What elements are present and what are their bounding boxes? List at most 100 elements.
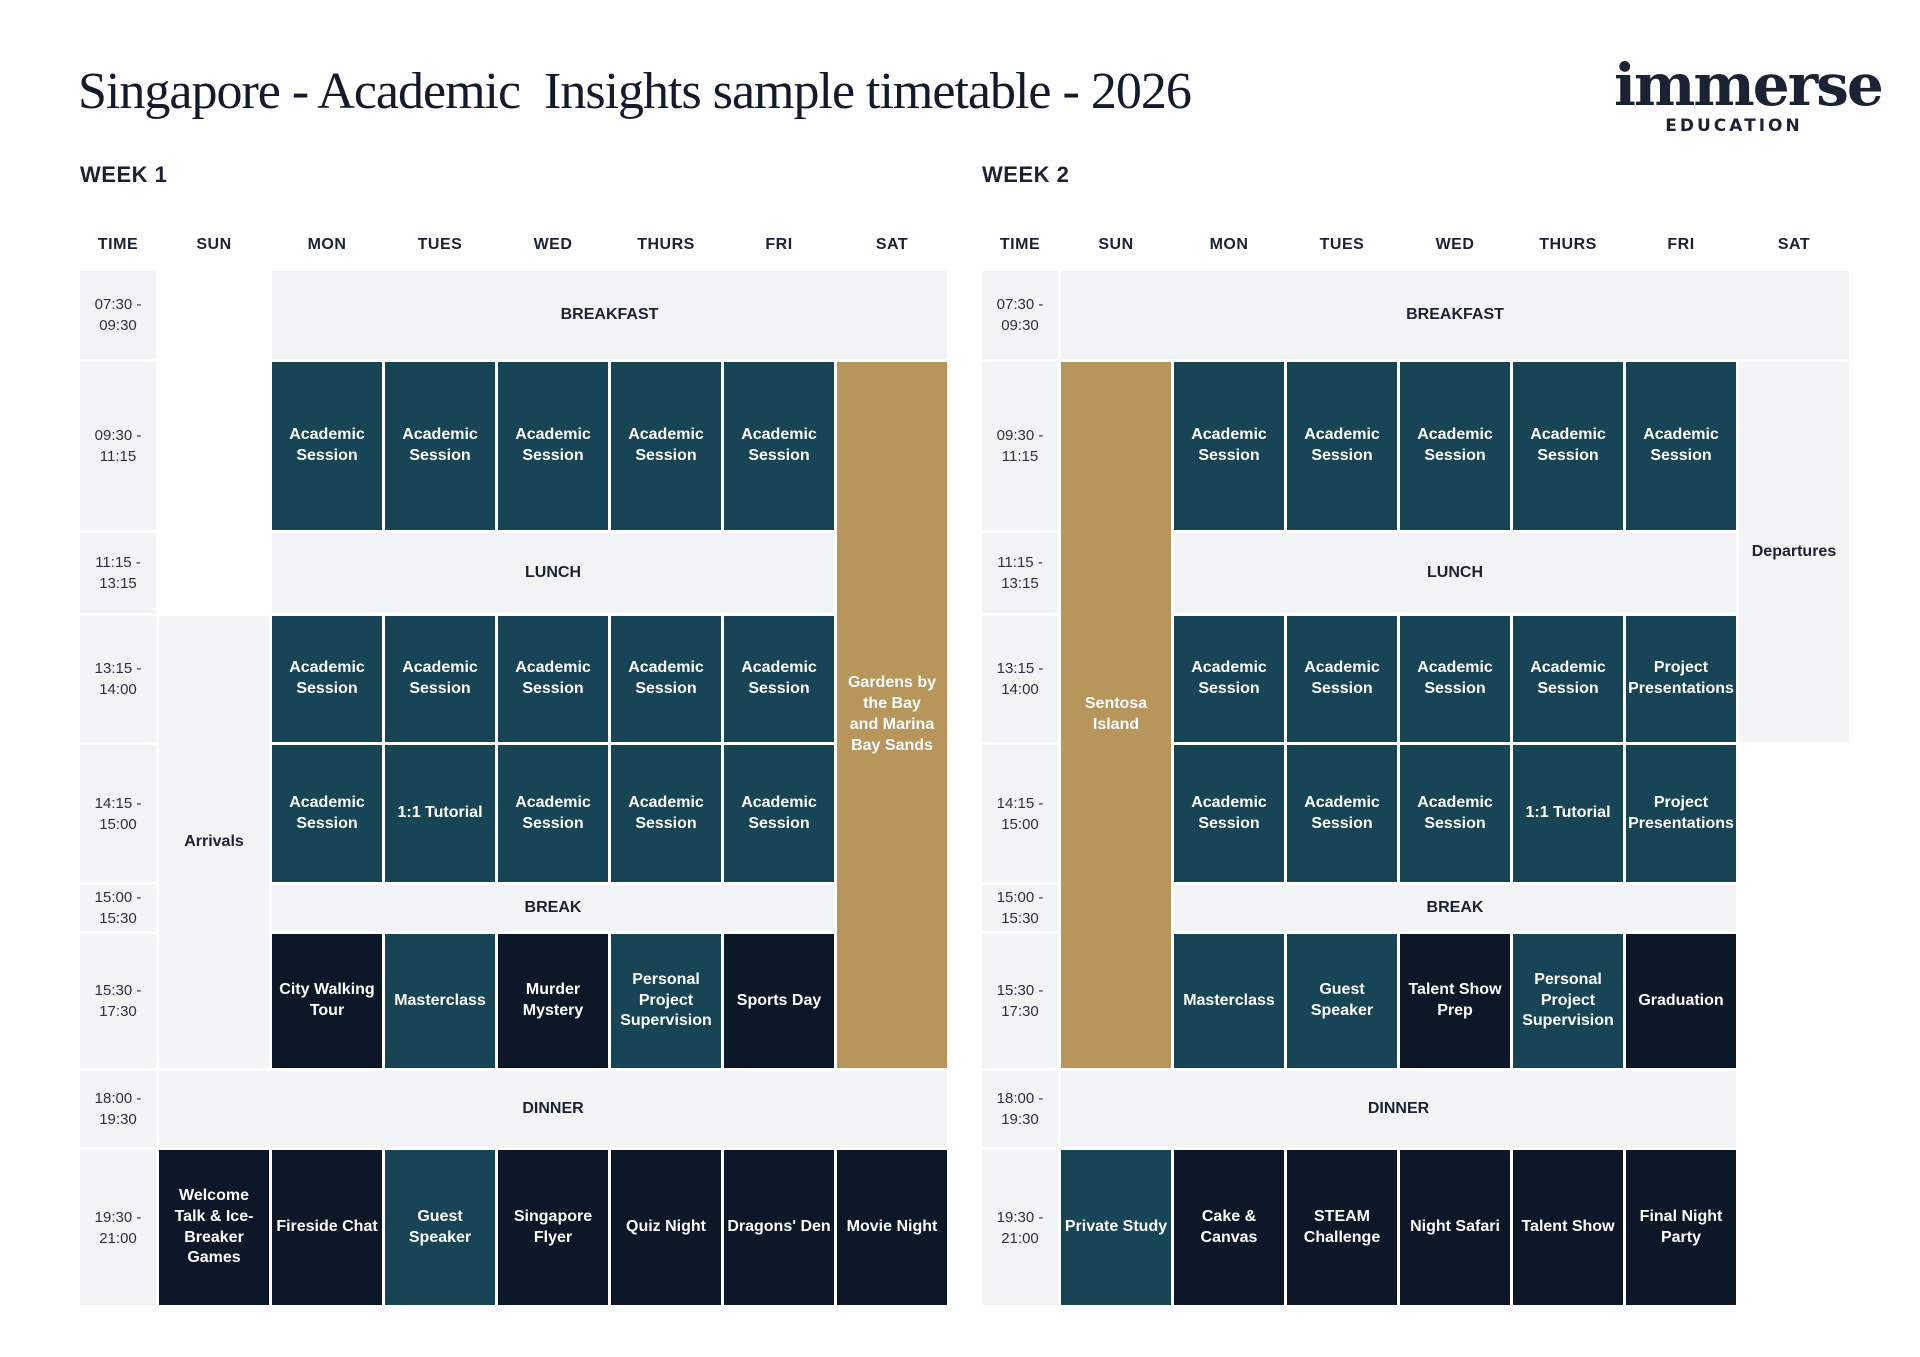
header-sat: SAT: [875, 236, 909, 253]
session-cell: Academic Session: [724, 745, 834, 882]
session-cell: Academic Session: [611, 362, 721, 530]
lunch-block: LUNCH: [1174, 533, 1736, 613]
session-cell: Academic Session: [1174, 745, 1284, 882]
week1-timetable: TIME SUN MON TUES WED THURS FRI SAT 07:3…: [80, 222, 947, 1305]
session-cell: Academic Session: [1287, 745, 1397, 882]
time-slot: 19:30 - 21:00: [80, 1150, 156, 1305]
session-cell: Academic Session: [724, 616, 834, 742]
breakfast-block: BREAKFAST: [272, 271, 947, 359]
time-slot: 15:30 - 17:30: [80, 934, 156, 1068]
session-cell: Academic Session: [1400, 362, 1510, 530]
header-fri: FRI: [1667, 236, 1695, 253]
logo-wordmark: immerse: [1614, 51, 1884, 119]
evening-cell: Guest Speaker: [385, 1150, 495, 1305]
dinner-block: DINNER: [159, 1071, 947, 1147]
session-cell: Academic Session: [1400, 616, 1510, 742]
header-time: TIME: [999, 236, 1041, 253]
header-mon: MON: [1209, 236, 1249, 253]
header-wed: WED: [533, 236, 573, 253]
session-cell: Academic Session: [1174, 616, 1284, 742]
header-sun: SUN: [1098, 236, 1134, 253]
header-sun: SUN: [196, 236, 232, 253]
departures-block: Departures: [1739, 362, 1849, 742]
time-slot: 18:00 - 19:30: [80, 1071, 156, 1147]
logo-subtitle: EDUCATION: [1665, 116, 1803, 136]
activity-cell: Sports Day: [724, 934, 834, 1068]
session-cell: Academic Session: [724, 362, 834, 530]
time-slot: 09:30 - 11:15: [982, 362, 1058, 530]
session-cell: Academic Session: [611, 616, 721, 742]
evening-cell: STEAM Challenge: [1287, 1150, 1397, 1305]
activity-cell: Guest Speaker: [1287, 934, 1397, 1068]
evening-cell: Talent Show: [1513, 1150, 1623, 1305]
week1-label: WEEK 1: [80, 162, 168, 187]
session-cell: Academic Session: [1287, 362, 1397, 530]
time-slot: 14:15 - 15:00: [982, 745, 1058, 882]
evening-cell: Fireside Chat: [272, 1150, 382, 1305]
time-slot: 09:30 - 11:15: [80, 362, 156, 530]
brand-logo: immerse EDUCATION: [1614, 51, 1884, 136]
evening-cell: Movie Night: [837, 1150, 947, 1305]
time-slot: 14:15 - 15:00: [80, 745, 156, 882]
session-cell: Academic Session: [1513, 362, 1623, 530]
activity-cell: Graduation: [1626, 934, 1736, 1068]
session-cell: Academic Session: [385, 362, 495, 530]
header-thurs: THURS: [637, 236, 695, 253]
session-cell: Academic Session: [611, 745, 721, 882]
evening-cell: Cake & Canvas: [1174, 1150, 1284, 1305]
break-block: BREAK: [1174, 885, 1736, 931]
activity-cell: Masterclass: [385, 934, 495, 1068]
breakfast-block: BREAKFAST: [1061, 271, 1849, 359]
activity-cell: Personal Project Supervision: [1513, 934, 1623, 1068]
time-slot: 19:30 - 21:00: [982, 1150, 1058, 1305]
time-slot: 15:00 - 15:30: [982, 885, 1058, 931]
session-cell: Project Presentations: [1626, 745, 1736, 882]
session-cell: Academic Session: [498, 745, 608, 882]
evening-cell: Welcome Talk & Ice-Breaker Games: [159, 1150, 269, 1305]
session-cell: Academic Session: [1174, 362, 1284, 530]
session-cell: Academic Session: [1400, 745, 1510, 882]
evening-cell: Dragons' Den: [724, 1150, 834, 1305]
session-cell: Academic Session: [1287, 616, 1397, 742]
time-slot: 07:30 - 09:30: [982, 271, 1058, 359]
excursion-block: Sentosa Island: [1061, 362, 1171, 1068]
evening-cell: Quiz Night: [611, 1150, 721, 1305]
header-time: TIME: [97, 236, 139, 253]
header-thurs: THURS: [1539, 236, 1597, 253]
time-slot: 13:15 - 14:00: [80, 616, 156, 742]
session-cell: 1:1 Tutorial: [1513, 745, 1623, 882]
excursion-block: Gardens by the Bay and Marina Bay Sands: [837, 362, 947, 1068]
activity-cell: Talent Show Prep: [1400, 934, 1510, 1068]
evening-cell: Singapore Flyer: [498, 1150, 608, 1305]
time-slot: 15:00 - 15:30: [80, 885, 156, 931]
dinner-block: DINNER: [1061, 1071, 1736, 1147]
session-cell: 1:1 Tutorial: [385, 745, 495, 882]
activity-cell: City Walking Tour: [272, 934, 382, 1068]
time-slot: 18:00 - 19:30: [982, 1071, 1058, 1147]
header-wed: WED: [1435, 236, 1475, 253]
page-title: Singapore - Academic Insights sample tim…: [78, 63, 1192, 120]
header-sat: SAT: [1777, 236, 1811, 253]
header-mon: MON: [307, 236, 347, 253]
session-cell: Academic Session: [272, 745, 382, 882]
break-block: BREAK: [272, 885, 834, 931]
time-slot: 07:30 - 09:30: [80, 271, 156, 359]
week2-timetable: TIME SUN MON TUES WED THURS FRI SAT 07:3…: [982, 222, 1849, 1305]
time-slot: 15:30 - 17:30: [982, 934, 1058, 1068]
activity-cell: Personal Project Supervision: [611, 934, 721, 1068]
header-fri: FRI: [765, 236, 793, 253]
header-tues: TUES: [417, 236, 463, 253]
evening-cell: Night Safari: [1400, 1150, 1510, 1305]
session-cell: Academic Session: [498, 616, 608, 742]
session-cell: Academic Session: [1513, 616, 1623, 742]
session-cell: Academic Session: [498, 362, 608, 530]
time-slot: 11:15 - 13:15: [80, 533, 156, 613]
arrivals-block: Arrivals: [159, 616, 269, 1068]
activity-cell: Murder Mystery: [498, 934, 608, 1068]
evening-cell: Final Night Party: [1626, 1150, 1736, 1305]
week2-label: WEEK 2: [982, 162, 1070, 187]
time-slot: 11:15 - 13:15: [982, 533, 1058, 613]
session-cell: Academic Session: [1626, 362, 1736, 530]
session-cell: Project Presentations: [1626, 616, 1736, 742]
lunch-block: LUNCH: [272, 533, 834, 613]
